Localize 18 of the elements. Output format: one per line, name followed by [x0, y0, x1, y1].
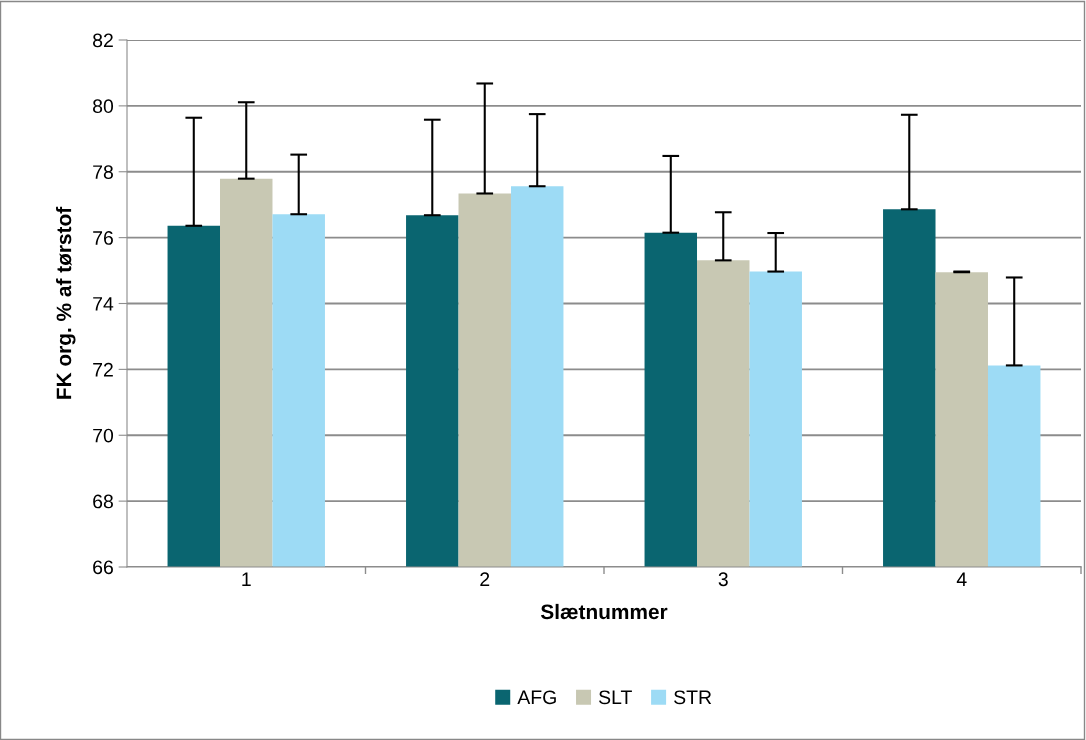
- x-tick-label: 3: [718, 572, 728, 587]
- legend-label: STR: [674, 690, 712, 705]
- y-axis-title: FK org. % af tørstof: [56, 206, 76, 399]
- y-tick-label: 82: [93, 33, 113, 48]
- x-axis-title: Slætnummer: [540, 603, 668, 620]
- legend-label: SLT: [599, 690, 632, 705]
- y-tick-label: 80: [93, 99, 114, 114]
- y-tick-label: 68: [93, 494, 113, 509]
- y-tick-label: 76: [93, 231, 113, 245]
- y-tick-label: 66: [93, 560, 113, 575]
- x-tick-label: 4: [956, 572, 967, 586]
- legend-label: AFG: [517, 690, 556, 705]
- y-tick-label: 72: [93, 362, 113, 377]
- y-tick-label: 70: [93, 428, 114, 443]
- x-tick-label: 2: [480, 572, 490, 586]
- x-tick-label: 1: [242, 572, 251, 586]
- y-tick-label: 78: [93, 165, 113, 179]
- y-tick-label: 74: [93, 297, 114, 311]
